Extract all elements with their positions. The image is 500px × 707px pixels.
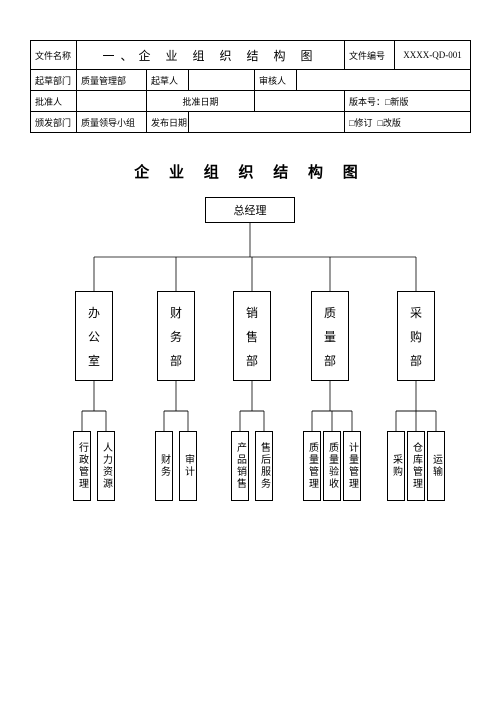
drafter-label: 起草人 <box>147 70 189 91</box>
approver-value <box>77 91 147 112</box>
node-leaf-4-0: 采购 <box>387 431 405 501</box>
drafter-value <box>189 70 255 91</box>
node-dept-0: 办公室 <box>75 291 113 381</box>
issue-date-label: 发布日期 <box>147 112 189 133</box>
version-cell: 版本号：□新版 <box>345 91 471 112</box>
file-name-label: 文件名称 <box>31 41 77 70</box>
node-leaf-2-1: 售后服务 <box>255 431 273 501</box>
node-leaf-0-0: 行政管理 <box>73 431 91 501</box>
node-leaf-3-2: 计量管理 <box>343 431 361 501</box>
node-leaf-0-1: 人力资源 <box>97 431 115 501</box>
issue-dept-label: 颁发部门 <box>31 112 77 133</box>
node-root: 总经理 <box>205 197 295 223</box>
draft-dept: 质量管理部 <box>77 70 147 91</box>
node-dept-2: 销售部 <box>233 291 271 381</box>
approve-date-value <box>255 91 345 112</box>
file-no-label: 文件编号 <box>345 41 395 70</box>
draft-dept-label: 起草部门 <box>31 70 77 91</box>
node-leaf-1-0: 财务 <box>155 431 173 501</box>
issue-date-value <box>189 112 345 133</box>
node-leaf-3-1: 质量验收 <box>323 431 341 501</box>
doc-title: 一、企 业 组 织 结 构 图 <box>77 41 345 70</box>
node-leaf-2-0: 产品销售 <box>231 431 249 501</box>
node-leaf-4-1: 仓库管理 <box>407 431 425 501</box>
file-no: XXXX-QD-001 <box>395 41 471 70</box>
node-leaf-1-1: 审计 <box>179 431 197 501</box>
header-form: 文件名称 一、企 业 组 织 结 构 图 文件编号 XXXX-QD-001 起草… <box>30 40 471 133</box>
chart-title: 企 业 组 织 结 构 图 <box>30 161 470 182</box>
revise-cell: □修订 □改版 <box>345 112 471 133</box>
issue-dept: 质量领导小组 <box>77 112 147 133</box>
node-dept-4: 采购部 <box>397 291 435 381</box>
node-leaf-4-2: 运输 <box>427 431 445 501</box>
node-dept-3: 质量部 <box>311 291 349 381</box>
reviewer-label: 审核人 <box>255 70 297 91</box>
approver-label: 批准人 <box>31 91 77 112</box>
reviewer-value <box>297 70 471 91</box>
approve-date-label: 批准日期 <box>147 91 255 112</box>
org-chart: 企 业 组 织 结 构 图 总经理 办公室 财务部 销售部 质量部 采购部 行政… <box>30 161 470 581</box>
node-leaf-3-0: 质量管理 <box>303 431 321 501</box>
node-dept-1: 财务部 <box>157 291 195 381</box>
